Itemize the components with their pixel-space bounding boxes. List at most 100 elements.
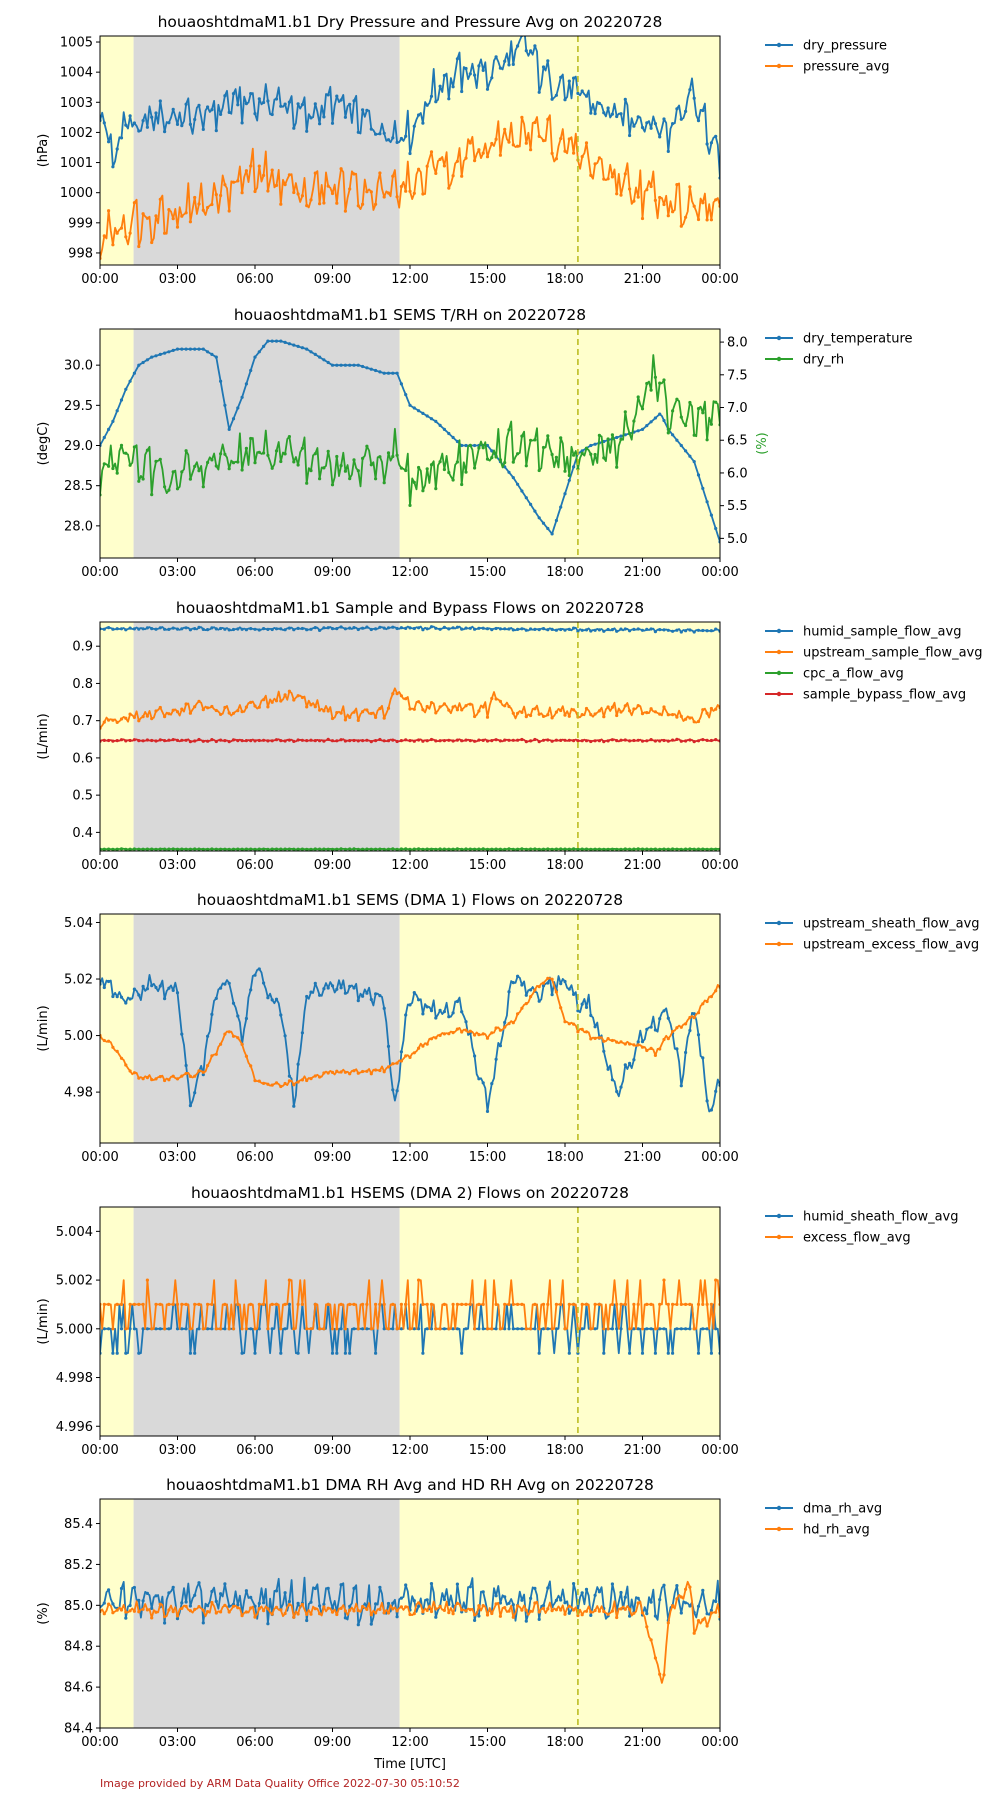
data-point bbox=[231, 1604, 236, 1608]
data-point bbox=[330, 1351, 335, 1355]
data-point bbox=[550, 1327, 554, 1331]
data-point bbox=[223, 1032, 227, 1036]
data-point bbox=[421, 411, 425, 415]
data-point bbox=[184, 847, 188, 851]
data-point bbox=[214, 1052, 218, 1056]
data-point bbox=[210, 202, 214, 207]
data-point bbox=[714, 1327, 718, 1331]
data-point bbox=[128, 738, 132, 743]
chart-title: houaoshtdmaM1.b1 Dry Pressure and Pressu… bbox=[158, 13, 663, 31]
data-point bbox=[645, 711, 649, 715]
data-point bbox=[645, 188, 649, 192]
data-point bbox=[279, 1013, 283, 1017]
data-point bbox=[468, 443, 472, 447]
data-point bbox=[666, 713, 670, 717]
data-point bbox=[180, 1327, 184, 1331]
data-point bbox=[163, 130, 167, 134]
data-point bbox=[227, 110, 231, 114]
legend-entry: cpc_a_flow_avg bbox=[803, 667, 904, 682]
data-point bbox=[322, 466, 326, 470]
data-point bbox=[559, 1302, 563, 1306]
data-point bbox=[193, 627, 197, 631]
data-point bbox=[529, 988, 533, 992]
data-point bbox=[455, 460, 459, 464]
data-point bbox=[249, 700, 253, 705]
data-point bbox=[262, 344, 266, 348]
data-point bbox=[498, 739, 502, 743]
data-point bbox=[326, 626, 330, 630]
chart-panel-3: houaoshtdmaM1.b1 Sample and Bypass Flows… bbox=[36, 599, 983, 873]
data-point bbox=[679, 117, 683, 121]
data-point bbox=[511, 476, 515, 480]
data-point bbox=[675, 628, 679, 632]
y-right-tick-label: 6.0 bbox=[727, 466, 748, 481]
y-tick-label: 0.6 bbox=[72, 751, 93, 766]
data-point bbox=[460, 89, 464, 94]
data-point bbox=[649, 627, 653, 631]
data-point bbox=[318, 122, 322, 126]
y-tick-label: 0.4 bbox=[72, 826, 93, 841]
data-point bbox=[374, 368, 378, 373]
data-point bbox=[546, 713, 550, 717]
data-point bbox=[141, 627, 145, 631]
data-point bbox=[102, 985, 106, 990]
data-point bbox=[533, 847, 537, 851]
data-point bbox=[326, 986, 330, 990]
data-point bbox=[606, 705, 610, 709]
data-point bbox=[348, 1608, 352, 1612]
data-point bbox=[576, 1030, 580, 1034]
data-point bbox=[249, 1595, 253, 1599]
data-point bbox=[326, 1071, 330, 1075]
data-point bbox=[348, 187, 352, 191]
data-point bbox=[563, 98, 567, 102]
data-point bbox=[679, 739, 683, 743]
data-point bbox=[361, 364, 365, 369]
data-point bbox=[524, 847, 528, 851]
data-point bbox=[365, 708, 369, 712]
data-point bbox=[498, 847, 502, 851]
data-point bbox=[684, 1302, 688, 1306]
data-point bbox=[193, 117, 197, 122]
data-point bbox=[425, 739, 429, 743]
data-point bbox=[485, 1613, 490, 1617]
data-point bbox=[227, 847, 231, 851]
data-point bbox=[460, 739, 464, 743]
data-point bbox=[244, 847, 248, 851]
data-point bbox=[615, 1089, 619, 1094]
data-point bbox=[283, 739, 287, 743]
data-point bbox=[244, 1610, 248, 1614]
data-point bbox=[658, 847, 662, 851]
data-point bbox=[602, 177, 606, 181]
data-point bbox=[356, 1327, 360, 1331]
data-point bbox=[701, 628, 705, 633]
data-point bbox=[283, 1034, 287, 1038]
data-point bbox=[391, 371, 395, 375]
data-point bbox=[567, 137, 571, 141]
data-point bbox=[688, 847, 692, 851]
data-point bbox=[559, 708, 563, 713]
data-point bbox=[132, 1327, 136, 1331]
data-point bbox=[348, 363, 352, 367]
data-point bbox=[584, 446, 589, 450]
data-point bbox=[132, 121, 136, 125]
data-point bbox=[679, 1302, 683, 1306]
data-point bbox=[563, 713, 567, 717]
data-point bbox=[171, 738, 175, 742]
data-point bbox=[102, 627, 106, 631]
data-point bbox=[111, 419, 115, 423]
data-point bbox=[399, 1302, 403, 1306]
data-point bbox=[163, 739, 167, 743]
data-point bbox=[188, 477, 192, 481]
data-point bbox=[580, 1613, 584, 1617]
data-point bbox=[451, 739, 455, 743]
data-point bbox=[429, 1327, 434, 1331]
data-point bbox=[141, 847, 145, 851]
data-point bbox=[485, 739, 490, 743]
x-tick-label: 00:00 bbox=[81, 858, 118, 873]
data-point bbox=[524, 496, 528, 500]
data-point bbox=[516, 1012, 520, 1016]
data-point bbox=[610, 1609, 615, 1613]
data-point bbox=[175, 991, 180, 995]
data-point bbox=[386, 1601, 391, 1606]
data-point bbox=[137, 719, 141, 723]
